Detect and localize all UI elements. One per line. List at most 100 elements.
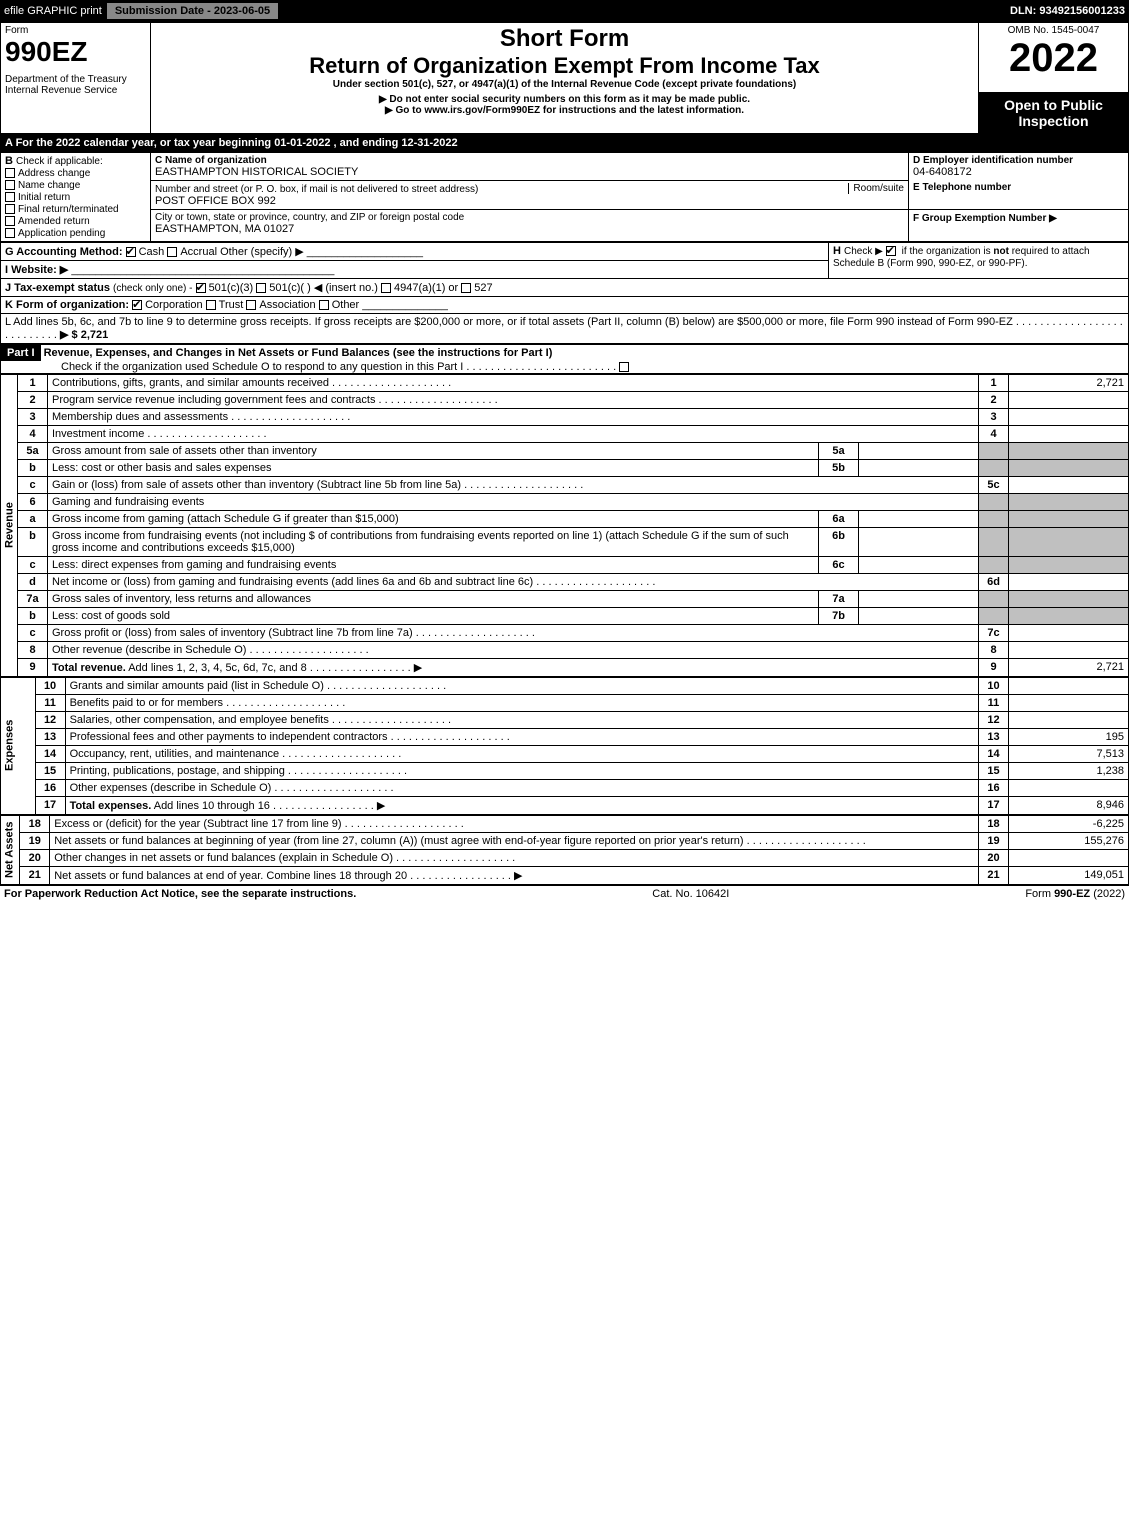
subtitle: Under section 501(c), 527, or 4947(a)(1)… <box>155 79 974 90</box>
line-number: 14 <box>35 745 65 762</box>
line-description: Professional fees and other payments to … <box>65 728 978 745</box>
line-amount <box>1009 677 1129 694</box>
checkbox-icon[interactable] <box>256 283 266 293</box>
b-item-5[interactable]: Application pending <box>5 227 105 239</box>
street: POST OFFICE BOX 992 <box>155 195 276 207</box>
part1-header: Part I Revenue, Expenses, and Changes in… <box>0 344 1129 374</box>
ein: 04-6408172 <box>913 166 1124 178</box>
revenue-section-label: Revenue <box>1 374 18 676</box>
sub-line-box: 6c <box>819 556 859 573</box>
checkbox-icon[interactable] <box>5 180 15 190</box>
top-bar: efile GRAPHIC print Submission Date - 20… <box>0 0 1129 22</box>
l-amount: ▶ $ 2,721 <box>60 329 108 341</box>
checkbox-icon[interactable] <box>126 247 136 257</box>
sub-line-box: 7a <box>819 590 859 607</box>
g-label: G Accounting Method: <box>5 246 123 258</box>
checkbox-icon[interactable] <box>5 204 15 214</box>
line-description: Benefits paid to or for members . . . . … <box>65 694 978 711</box>
checkbox-icon[interactable] <box>886 246 896 256</box>
grey-cell <box>1009 607 1129 624</box>
line-box: 2 <box>979 391 1009 408</box>
efile-label[interactable]: efile GRAPHIC print <box>0 5 106 17</box>
line-box: 9 <box>979 658 1009 676</box>
checkbox-icon[interactable] <box>132 300 142 310</box>
checkbox-icon[interactable] <box>319 300 329 310</box>
checkbox-icon[interactable] <box>5 228 15 238</box>
b-item-2[interactable]: Initial return <box>5 191 70 203</box>
grey-cell <box>1009 442 1129 459</box>
checkbox-icon[interactable] <box>5 216 15 226</box>
line-number: 15 <box>35 762 65 779</box>
checkbox-icon[interactable] <box>5 192 15 202</box>
footer-mid: Cat. No. 10642I <box>652 888 729 900</box>
part1-check: Check if the organization used Schedule … <box>1 361 463 373</box>
b-item-1[interactable]: Name change <box>5 179 80 191</box>
b-item-0[interactable]: Address change <box>5 167 90 179</box>
checkbox-icon[interactable] <box>461 283 471 293</box>
line-description: Occupancy, rent, utilities, and maintena… <box>65 745 978 762</box>
line-box: 6d <box>979 573 1009 590</box>
line-amount <box>1009 391 1129 408</box>
sub-line-box: 5b <box>819 459 859 476</box>
tax-year: 2022 <box>983 36 1124 81</box>
line-amount <box>1009 694 1129 711</box>
line-description: Gross profit or (loss) from sales of inv… <box>48 624 979 641</box>
grey-cell <box>1009 556 1129 573</box>
line-box: 21 <box>979 866 1009 884</box>
line-box: 13 <box>979 728 1009 745</box>
section-a: A For the 2022 calendar year, or tax yea… <box>0 134 1129 152</box>
checkbox-icon[interactable] <box>5 168 15 178</box>
line-amount: -6,225 <box>1009 815 1129 832</box>
line-number: 3 <box>18 408 48 425</box>
line-box: 14 <box>979 745 1009 762</box>
form-number: 990EZ <box>5 36 146 68</box>
title-short: Short Form <box>155 25 974 53</box>
i-label: I Website: ▶ <box>5 264 68 276</box>
line-description: Less: direct expenses from gaming and fu… <box>48 556 819 573</box>
b-item-4[interactable]: Amended return <box>5 215 90 227</box>
line-box: 3 <box>979 408 1009 425</box>
grey-cell <box>979 510 1009 527</box>
footer-right: Form 990-EZ (2022) <box>1025 888 1125 900</box>
line-a: A For the 2022 calendar year, or tax yea… <box>1 134 1129 151</box>
b-label: B <box>5 155 13 167</box>
revenue-table: Revenue 1Contributions, gifts, grants, a… <box>0 374 1129 677</box>
grey-cell <box>979 590 1009 607</box>
warn-goto[interactable]: ▶ Go to www.irs.gov/Form990EZ for instru… <box>155 105 974 116</box>
sub-line-amount <box>859 556 979 573</box>
checkbox-icon[interactable] <box>167 247 177 257</box>
line-description: Less: cost of goods sold <box>48 607 819 624</box>
checkbox-icon[interactable] <box>206 300 216 310</box>
line-number: 13 <box>35 728 65 745</box>
grey-cell <box>979 527 1009 556</box>
line-description: Membership dues and assessments . . . . … <box>48 408 979 425</box>
line-number: c <box>18 556 48 573</box>
line-box: 17 <box>979 796 1009 814</box>
line-number: d <box>18 573 48 590</box>
netassets-section-label: Net Assets <box>1 815 20 884</box>
grey-cell <box>1009 590 1129 607</box>
checkbox-icon[interactable] <box>381 283 391 293</box>
line-box: 5c <box>979 476 1009 493</box>
form-word: Form <box>5 25 146 36</box>
line-box: 7c <box>979 624 1009 641</box>
checkbox-icon[interactable] <box>196 283 206 293</box>
page-footer: For Paperwork Reduction Act Notice, see … <box>0 885 1129 902</box>
line-description: Total expenses. Add lines 10 through 16 … <box>65 796 978 814</box>
line-box: 16 <box>979 779 1009 796</box>
grey-cell <box>979 556 1009 573</box>
line-amount <box>1009 779 1129 796</box>
line-description: Printing, publications, postage, and shi… <box>65 762 978 779</box>
line-description: Investment income . . . . . . . . . . . … <box>48 425 979 442</box>
b-item-3[interactable]: Final return/terminated <box>5 203 119 215</box>
line-amount: 2,721 <box>1009 658 1129 676</box>
checkbox-icon[interactable] <box>246 300 256 310</box>
sub-line-box: 7b <box>819 607 859 624</box>
line-description: Other revenue (describe in Schedule O) .… <box>48 641 979 658</box>
line-amount <box>1009 573 1129 590</box>
line-amount <box>1009 711 1129 728</box>
grey-cell <box>1009 459 1129 476</box>
line-box: 10 <box>979 677 1009 694</box>
sub-line-amount <box>859 590 979 607</box>
checkbox-icon[interactable] <box>619 362 629 372</box>
